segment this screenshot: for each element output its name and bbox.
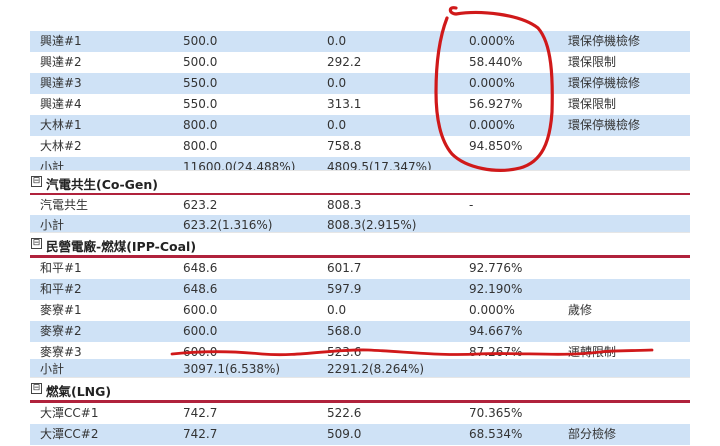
generation-table: 興達#1 500.0 0.0 0.000% 環保停機檢修 興達#2 500.0 … [30,0,690,446]
net-output: 313.1 [327,97,362,111]
net-output: 509.0 [327,427,362,441]
net-output: 292.2 [327,55,362,69]
capacity: 600.0 [183,345,218,359]
unit-name: 興達#3 [40,76,82,90]
remark: 環保停機檢修 [568,118,641,132]
utilization: 0.000% [469,303,515,317]
subtotal-label: 小計 [40,218,65,232]
net-output: 568.0 [327,324,362,338]
utilization: 94.850% [469,139,523,153]
capacity: 550.0 [183,97,218,111]
section-title: 汽電共生(Co-Gen) [46,177,159,192]
remark: 環保停機檢修 [568,34,641,48]
collapse-toggle-icon[interactable]: ⊟ [31,176,42,187]
capacity: 648.6 [183,282,218,296]
capacity: 500.0 [183,55,218,69]
capacity: 742.7 [183,406,218,420]
table-row: 和平#1 648.6 601.7 92.776% [30,258,690,279]
utilization: 94.667% [469,324,523,338]
capacity: 800.0 [183,118,218,132]
section-title: 燃氣(LNG) [46,384,112,399]
unit-name: 興達#2 [40,55,82,69]
remark: 環保限制 [568,55,617,69]
net-output: 758.8 [327,139,362,153]
unit-name: 興達#4 [40,97,82,111]
section-header-ipp-coal[interactable]: ⊟ 民營電廠-燃煤(IPP-Coal) [30,232,690,258]
collapse-toggle-icon[interactable]: ⊟ [31,238,42,249]
utilization: 87.267% [469,345,523,359]
capacity: 3097.1(6.538%) [183,362,281,376]
unit-name: 和平#1 [40,261,82,275]
net-output: 0.0 [327,34,347,48]
net-output: 0.0 [327,118,347,132]
unit-name: 麥寮#1 [40,303,82,317]
net-output: 2291.2(8.264%) [327,362,425,376]
capacity: 623.2 [183,198,218,212]
remark: 環保限制 [568,97,617,111]
unit-name: 興達#1 [40,34,82,48]
utilization: 56.927% [469,97,523,111]
capacity: 800.0 [183,139,218,153]
utilization: 92.190% [469,282,523,296]
utilization: 70.365% [469,406,523,420]
collapse-toggle-icon[interactable]: ⊟ [31,383,42,394]
table-row: 大林#2 800.0 758.8 94.850% [30,136,690,157]
section-title: 民營電廠-燃煤(IPP-Coal) [46,239,197,254]
remark: 運轉限制 [568,345,617,359]
net-output: 522.6 [327,406,362,420]
table-row: 大林#1 800.0 0.0 0.000% 環保停機檢修 [30,115,690,136]
net-output: 601.7 [327,261,362,275]
table-row: 麥寮#1 600.0 0.0 0.000% 歲修 [30,300,690,321]
table-row: 大潭CC#2 742.7 509.0 68.534% 部分檢修 [30,424,690,445]
remark: 歲修 [568,303,593,317]
utilization: 0.000% [469,76,515,90]
unit-name: 大林#2 [40,139,82,153]
net-output: 523.6 [327,345,362,359]
subtotal-row: 小計 3097.1(6.538%) 2291.2(8.264%) [30,359,690,380]
capacity: 648.6 [183,261,218,275]
capacity: 600.0 [183,303,218,317]
section-header-cogen[interactable]: ⊟ 汽電共生(Co-Gen) [30,170,690,196]
capacity: 623.2(1.316%) [183,218,273,232]
unit-name: 麥寮#3 [40,345,82,359]
unit-name: 大潭CC#2 [40,427,99,441]
table-row: 汽電共生 623.2 808.3 - [30,195,690,216]
table-row: 和平#2 648.6 597.9 92.190% [30,279,690,300]
table-row: 興達#1 500.0 0.0 0.000% 環保停機檢修 [30,31,690,52]
remark: 環保停機檢修 [568,76,641,90]
capacity: 600.0 [183,324,218,338]
utilization: 92.776% [469,261,523,275]
table-row: 麥寮#2 600.0 568.0 94.667% [30,321,690,342]
utilization: 68.534% [469,427,523,441]
utilization: - [469,198,474,212]
net-output: 597.9 [327,282,362,296]
capacity: 550.0 [183,76,218,90]
net-output: 0.0 [327,303,347,317]
unit-name: 麥寮#2 [40,324,82,338]
unit-name: 汽電共生 [40,198,89,212]
unit-name: 大林#1 [40,118,82,132]
utilization: 0.000% [469,118,515,132]
capacity: 742.7 [183,427,218,441]
unit-name: 大潭CC#1 [40,406,99,420]
subtotal-label: 小計 [40,362,65,376]
table-row: 大潭CC#1 742.7 522.6 70.365% [30,403,690,424]
table-row: 興達#2 500.0 292.2 58.440% 環保限制 [30,52,690,73]
utilization: 58.440% [469,55,523,69]
utilization: 0.000% [469,34,515,48]
subtotal-row: 小計 623.2(1.316%) 808.3(2.915%) [30,215,690,236]
net-output: 808.3 [327,198,362,212]
capacity: 500.0 [183,34,218,48]
net-output: 808.3(2.915%) [327,218,417,232]
table-row: 興達#4 550.0 313.1 56.927% 環保限制 [30,94,690,115]
table-row: 興達#3 550.0 0.0 0.000% 環保停機檢修 [30,73,690,94]
net-output: 0.0 [327,76,347,90]
unit-name: 和平#2 [40,282,82,296]
section-header-lng[interactable]: ⊟ 燃氣(LNG) [30,377,690,403]
remark: 部分檢修 [568,427,617,441]
